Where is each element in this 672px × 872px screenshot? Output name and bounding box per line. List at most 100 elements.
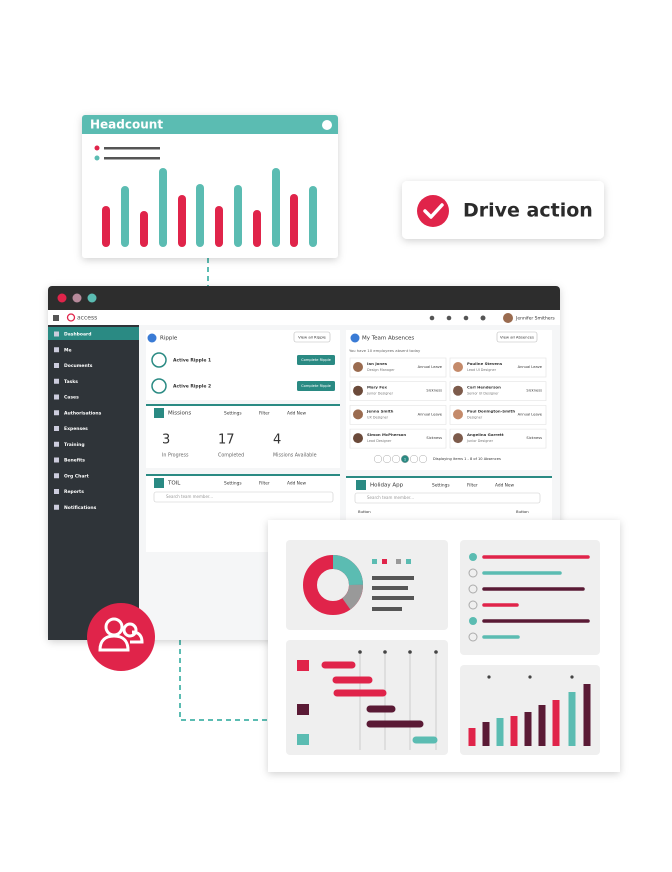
search[interactable]: Search team member... — [367, 495, 414, 500]
nav-item[interactable]: Dashboard — [64, 332, 91, 338]
stat-label: Missions Available — [273, 453, 317, 459]
stat-label: Completed — [218, 453, 244, 459]
person-role: UX Designer — [367, 415, 389, 419]
nav-item[interactable]: Cases — [64, 395, 79, 401]
panel-title: Missions — [168, 411, 191, 417]
button[interactable]: Complete Ripple — [301, 384, 332, 388]
avatar — [353, 362, 363, 372]
person-card — [349, 405, 447, 425]
page-current[interactable]: 1 — [404, 457, 406, 461]
person-role: Senior UI Designer — [467, 392, 499, 396]
page-button[interactable] — [400, 454, 410, 464]
nav-icon — [54, 441, 59, 447]
absence-type: Sickness — [426, 436, 442, 440]
avatar — [453, 362, 463, 372]
button-bg — [297, 355, 335, 365]
nav-item[interactable]: Authorisations — [64, 410, 102, 416]
avatar — [453, 433, 463, 444]
page-button[interactable] — [382, 454, 392, 464]
absence-type: Sickness — [526, 389, 542, 393]
nav-item[interactable]: Training — [64, 442, 85, 448]
action[interactable]: Add New — [495, 483, 515, 489]
avatar — [353, 385, 363, 396]
cta-label: Drive action — [463, 200, 593, 222]
page-button[interactable] — [409, 454, 419, 464]
nav-icon — [54, 473, 59, 479]
nav-item[interactable]: Tasks — [64, 379, 78, 385]
label: Active Ripple 2 — [173, 384, 211, 390]
person-card — [449, 381, 547, 402]
panel-title: My Team Absences — [362, 336, 414, 342]
nav-icon — [54, 363, 59, 368]
page-button[interactable] — [373, 454, 383, 464]
user-name[interactable]: Jennifer Smithers — [515, 316, 555, 322]
nav-icon — [54, 331, 59, 337]
nav-item[interactable]: Benefits — [64, 458, 85, 464]
button[interactable]: View all Absences — [500, 335, 534, 340]
nav-item[interactable]: Expenses — [64, 426, 88, 432]
avatar — [453, 409, 463, 420]
person-card — [449, 428, 547, 449]
card-title: Headcount — [90, 118, 163, 132]
person-role: Junior Designer — [366, 392, 394, 396]
summary: You have 10 employees absent today — [349, 348, 421, 353]
button-bg — [297, 381, 335, 391]
action[interactable]: Filter — [467, 483, 478, 489]
person-name: Carl Henderson — [467, 385, 501, 390]
page-button[interactable] — [418, 454, 428, 464]
button[interactable]: Button — [516, 509, 529, 514]
person-role: Lead Designer — [367, 439, 392, 443]
action[interactable]: Add New — [287, 481, 307, 487]
action[interactable]: Add New — [287, 411, 307, 417]
stat-label: In Progress — [162, 453, 189, 459]
panel-title: Holiday App — [370, 483, 404, 489]
pagination-status: Displaying items 1 - 8 of 10 Absences — [433, 457, 501, 461]
nav-icon — [54, 489, 59, 494]
button[interactable]: View all Ripple — [298, 335, 326, 340]
avatar — [453, 385, 463, 396]
brand: access — [77, 315, 97, 322]
action[interactable]: Filter — [259, 481, 270, 487]
page-button[interactable] — [391, 454, 401, 464]
person-role: Design Manager — [367, 368, 395, 372]
person-role: Junior Designer — [466, 439, 494, 443]
action[interactable]: Settings — [224, 481, 242, 487]
person-name: Simon McPherson — [367, 432, 406, 437]
nav-item[interactable]: Reports — [64, 489, 84, 495]
nav-item[interactable]: Org Chart — [64, 473, 90, 479]
panel-title: TOIL — [167, 481, 181, 487]
search[interactable]: Search team member... — [166, 494, 213, 499]
button[interactable]: Button — [358, 509, 371, 514]
nav-icon — [54, 410, 59, 416]
person-card — [449, 357, 547, 378]
label: Active Ripple 1 — [173, 358, 211, 364]
stat-value: 3 — [162, 433, 170, 448]
nav-icon — [54, 457, 59, 463]
person-card — [349, 428, 447, 449]
button[interactable]: Complete Ripple — [301, 358, 332, 362]
progress-ring — [151, 378, 167, 394]
absence-type: Sickness — [526, 436, 542, 440]
nav-icon — [54, 347, 59, 353]
stat-value: 4 — [273, 433, 281, 448]
person-role: Lead UI Designer — [467, 368, 497, 372]
app-window: access Jennifer Smithers Dashboard Me Docu… — [48, 286, 560, 640]
panel-title: Ripple — [160, 336, 178, 342]
people-icon — [87, 603, 155, 671]
person-name: Jenna Smith — [366, 408, 394, 413]
action[interactable]: Settings — [224, 411, 242, 417]
nav-icon — [54, 394, 59, 400]
progress-ring — [151, 352, 167, 368]
person-name: Angelina Garrett — [467, 432, 504, 437]
absence-type: Annual Leave — [418, 365, 443, 369]
cta-card[interactable]: Drive action — [402, 181, 604, 239]
headcount-card: Headcount — [82, 115, 338, 258]
nav-icon — [54, 426, 59, 431]
action[interactable]: Settings — [432, 483, 450, 489]
nav-item[interactable]: Me — [64, 347, 72, 353]
action[interactable]: Filter — [259, 411, 270, 417]
person-card — [449, 405, 547, 425]
nav-item[interactable]: Documents — [64, 363, 93, 369]
person-card — [349, 381, 447, 402]
nav-item[interactable]: Notifications — [64, 505, 97, 511]
